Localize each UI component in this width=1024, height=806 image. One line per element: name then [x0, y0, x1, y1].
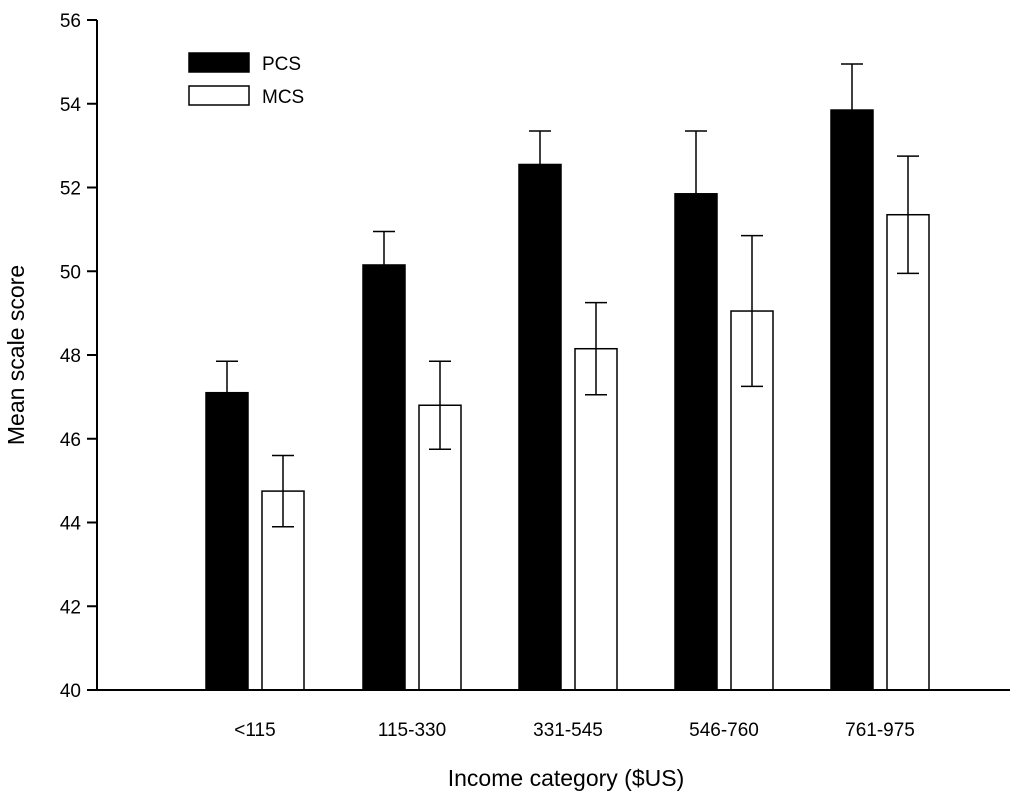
bar-pcs-4	[830, 109, 874, 691]
legend-label-pcs: PCS	[262, 54, 301, 75]
x-axis-title: Income category ($US)	[448, 765, 684, 791]
x-tick-label: 331-545	[533, 720, 603, 741]
x-tick-label: <115	[234, 720, 275, 741]
bar-mcs-2	[574, 347, 618, 691]
error-bar-mcs-1	[429, 360, 451, 450]
error-bar-mcs-4	[897, 155, 919, 275]
x-tick-label: 546-760	[689, 720, 759, 741]
y-tick-label: 48	[60, 346, 81, 367]
legend: PCS MCS	[188, 52, 304, 108]
bar-pcs-2	[518, 163, 562, 691]
y-tick-label: 46	[60, 430, 81, 451]
y-tick-label: 54	[60, 95, 82, 116]
error-bar-pcs-2	[529, 130, 551, 199]
x-tick-label: 761-975	[845, 720, 915, 741]
bar-mcs-4	[886, 213, 930, 691]
bars	[205, 109, 930, 691]
y-tick-label: 40	[60, 681, 81, 702]
x-tick-label: 115-330	[378, 720, 446, 741]
bar-pcs-0	[205, 391, 249, 691]
error-bar-mcs-3	[741, 234, 763, 388]
error-bar-pcs-3	[685, 130, 707, 258]
y-axis-title: Mean scale score	[3, 265, 29, 445]
error-bar-pcs-1	[373, 230, 395, 300]
error-bar-pcs-4	[841, 63, 863, 157]
bar-pcs-3	[674, 193, 718, 691]
y-tick-label: 56	[60, 11, 81, 32]
legend-swatch-mcs	[188, 85, 250, 106]
error-bars	[216, 63, 919, 528]
error-bar-pcs-0	[216, 360, 238, 425]
y-axis-ticks: 40 42 44 46 48 50 52 54 56	[60, 11, 97, 702]
bar-pcs-1	[362, 264, 406, 691]
y-tick-label: 52	[60, 179, 81, 200]
x-axis-tick-labels: <115 115-330 331-545 546-760 761-975	[234, 720, 915, 741]
error-bar-mcs-0	[272, 454, 294, 528]
legend-swatch-pcs	[188, 52, 250, 73]
error-bar-mcs-2	[585, 301, 607, 396]
y-tick-label: 42	[60, 597, 81, 618]
y-tick-label: 44	[60, 514, 82, 535]
y-tick-label: 50	[60, 262, 81, 283]
legend-label-mcs: MCS	[262, 87, 304, 108]
